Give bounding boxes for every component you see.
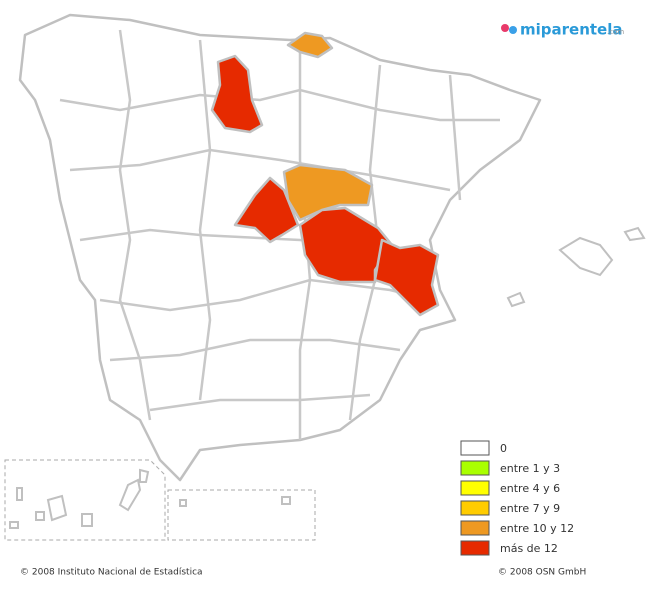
- province-orange: [282, 163, 374, 222]
- peninsula: [18, 13, 542, 482]
- logo-icon: [509, 26, 517, 34]
- canary-islands: [9, 468, 291, 529]
- legend-label: más de 12: [500, 542, 558, 555]
- province-orange: [286, 31, 334, 59]
- legend-label: entre 1 y 3: [500, 462, 560, 475]
- province-red: [373, 238, 440, 317]
- legend-label: entre 7 y 9: [500, 502, 560, 515]
- credit-left: © 2008 Instituto Nacional de Estadística: [20, 568, 203, 578]
- legend-swatch: [460, 520, 490, 536]
- inset-boxes: [4, 459, 316, 541]
- province-red: [233, 176, 300, 244]
- legend-label: entre 4 y 6: [500, 482, 560, 495]
- legend: 0 entre 1 y 3 entre 4 y 6 entre 7 y 9 entre …: [460, 440, 574, 556]
- balearic-islands: [506, 226, 646, 308]
- logo-text: miparentela: [520, 21, 623, 39]
- legend-swatch: [460, 500, 490, 516]
- spain-outline: [18, 13, 542, 482]
- legend-label: entre 10 y 12: [500, 522, 574, 535]
- legend-swatch: [460, 440, 490, 456]
- logo-icon: [501, 24, 509, 32]
- legend-swatch: [460, 540, 490, 556]
- province-red: [298, 206, 394, 284]
- legend-swatch: [460, 460, 490, 476]
- logo-suffix: .com: [607, 28, 624, 36]
- legend-swatch: [460, 480, 490, 496]
- credit-right: © 2008 OSN GmbH: [498, 568, 586, 578]
- logo: miparentela .com: [501, 21, 624, 39]
- legend-label: 0: [500, 442, 507, 455]
- province-red: [210, 54, 264, 134]
- province-borders: [59, 29, 500, 440]
